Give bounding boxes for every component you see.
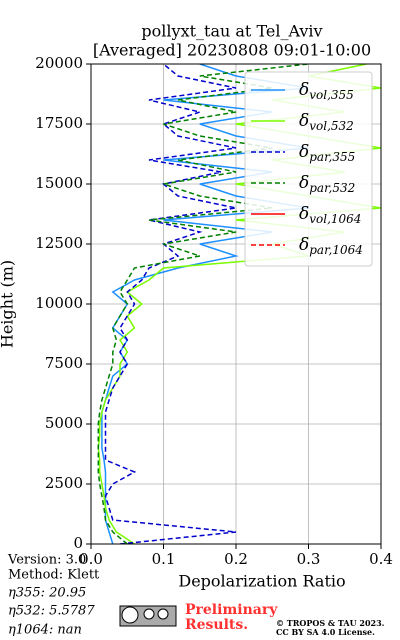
legend-label: δvol,532 bbox=[299, 111, 354, 133]
y-tick-label: 5000 bbox=[45, 414, 83, 432]
legend-label: δvol,1064 bbox=[299, 204, 361, 226]
version: Version: 3.0 bbox=[7, 553, 86, 568]
y-tick-label: 15000 bbox=[35, 174, 83, 192]
method: Method: Klett bbox=[8, 568, 100, 583]
cc-logo bbox=[119, 605, 177, 627]
x-tick-label: 0.0 bbox=[79, 550, 103, 568]
y-tick-label: 10000 bbox=[35, 294, 83, 312]
y-tick-label: 20000 bbox=[35, 54, 83, 72]
x-tick-label: 0.2 bbox=[224, 550, 248, 568]
ticks: 0.0 0.1 0.2 0.3 0.4 0 2500 5000 7500 10000 12500 15… bbox=[35, 54, 393, 568]
eta-355: η355: 20.95 bbox=[8, 586, 86, 601]
y-tick-label: 7500 bbox=[45, 354, 83, 372]
license: CC BY SA 4.0 License. bbox=[276, 627, 375, 637]
legend: δvol,355 δvol,532 δpar,355 δpar,532 δvol,106… bbox=[244, 71, 373, 267]
info-block: Version: 3.0 Method: Klett η355: 20.95 η… bbox=[7, 553, 100, 638]
x-tick-label: 0.1 bbox=[152, 550, 176, 568]
legend-label: δpar,532 bbox=[299, 173, 355, 195]
legend-label: δvol,355 bbox=[299, 80, 354, 102]
chart-title: pollyxt_tau at Tel_Aviv bbox=[141, 22, 322, 41]
results: Results. bbox=[185, 617, 248, 633]
y-tick-label: 17500 bbox=[35, 114, 83, 132]
y-tick-label: 2500 bbox=[45, 474, 83, 492]
legend-label: δpar,1064 bbox=[299, 235, 363, 257]
profile-line bbox=[104, 64, 237, 544]
x-tick-label: 0.4 bbox=[369, 550, 393, 568]
y-axis-label: Height (m) bbox=[0, 260, 17, 348]
y-tick-label: 0 bbox=[73, 534, 83, 552]
x-axis-label: Depolarization Ratio bbox=[178, 572, 345, 591]
copyright: © TROPOS & TAU 2023. bbox=[276, 618, 385, 628]
legend-label: δpar,355 bbox=[299, 142, 355, 164]
eta-1064: η1064: nan bbox=[8, 623, 82, 638]
eta-532: η532: 5.5787 bbox=[8, 604, 95, 619]
y-tick-label: 12500 bbox=[35, 234, 83, 252]
chart-subtitle: [Averaged] 20230808 09:01-10:00 bbox=[93, 41, 371, 60]
x-tick-label: 0.3 bbox=[297, 550, 321, 568]
preliminary: Preliminary bbox=[185, 602, 278, 618]
